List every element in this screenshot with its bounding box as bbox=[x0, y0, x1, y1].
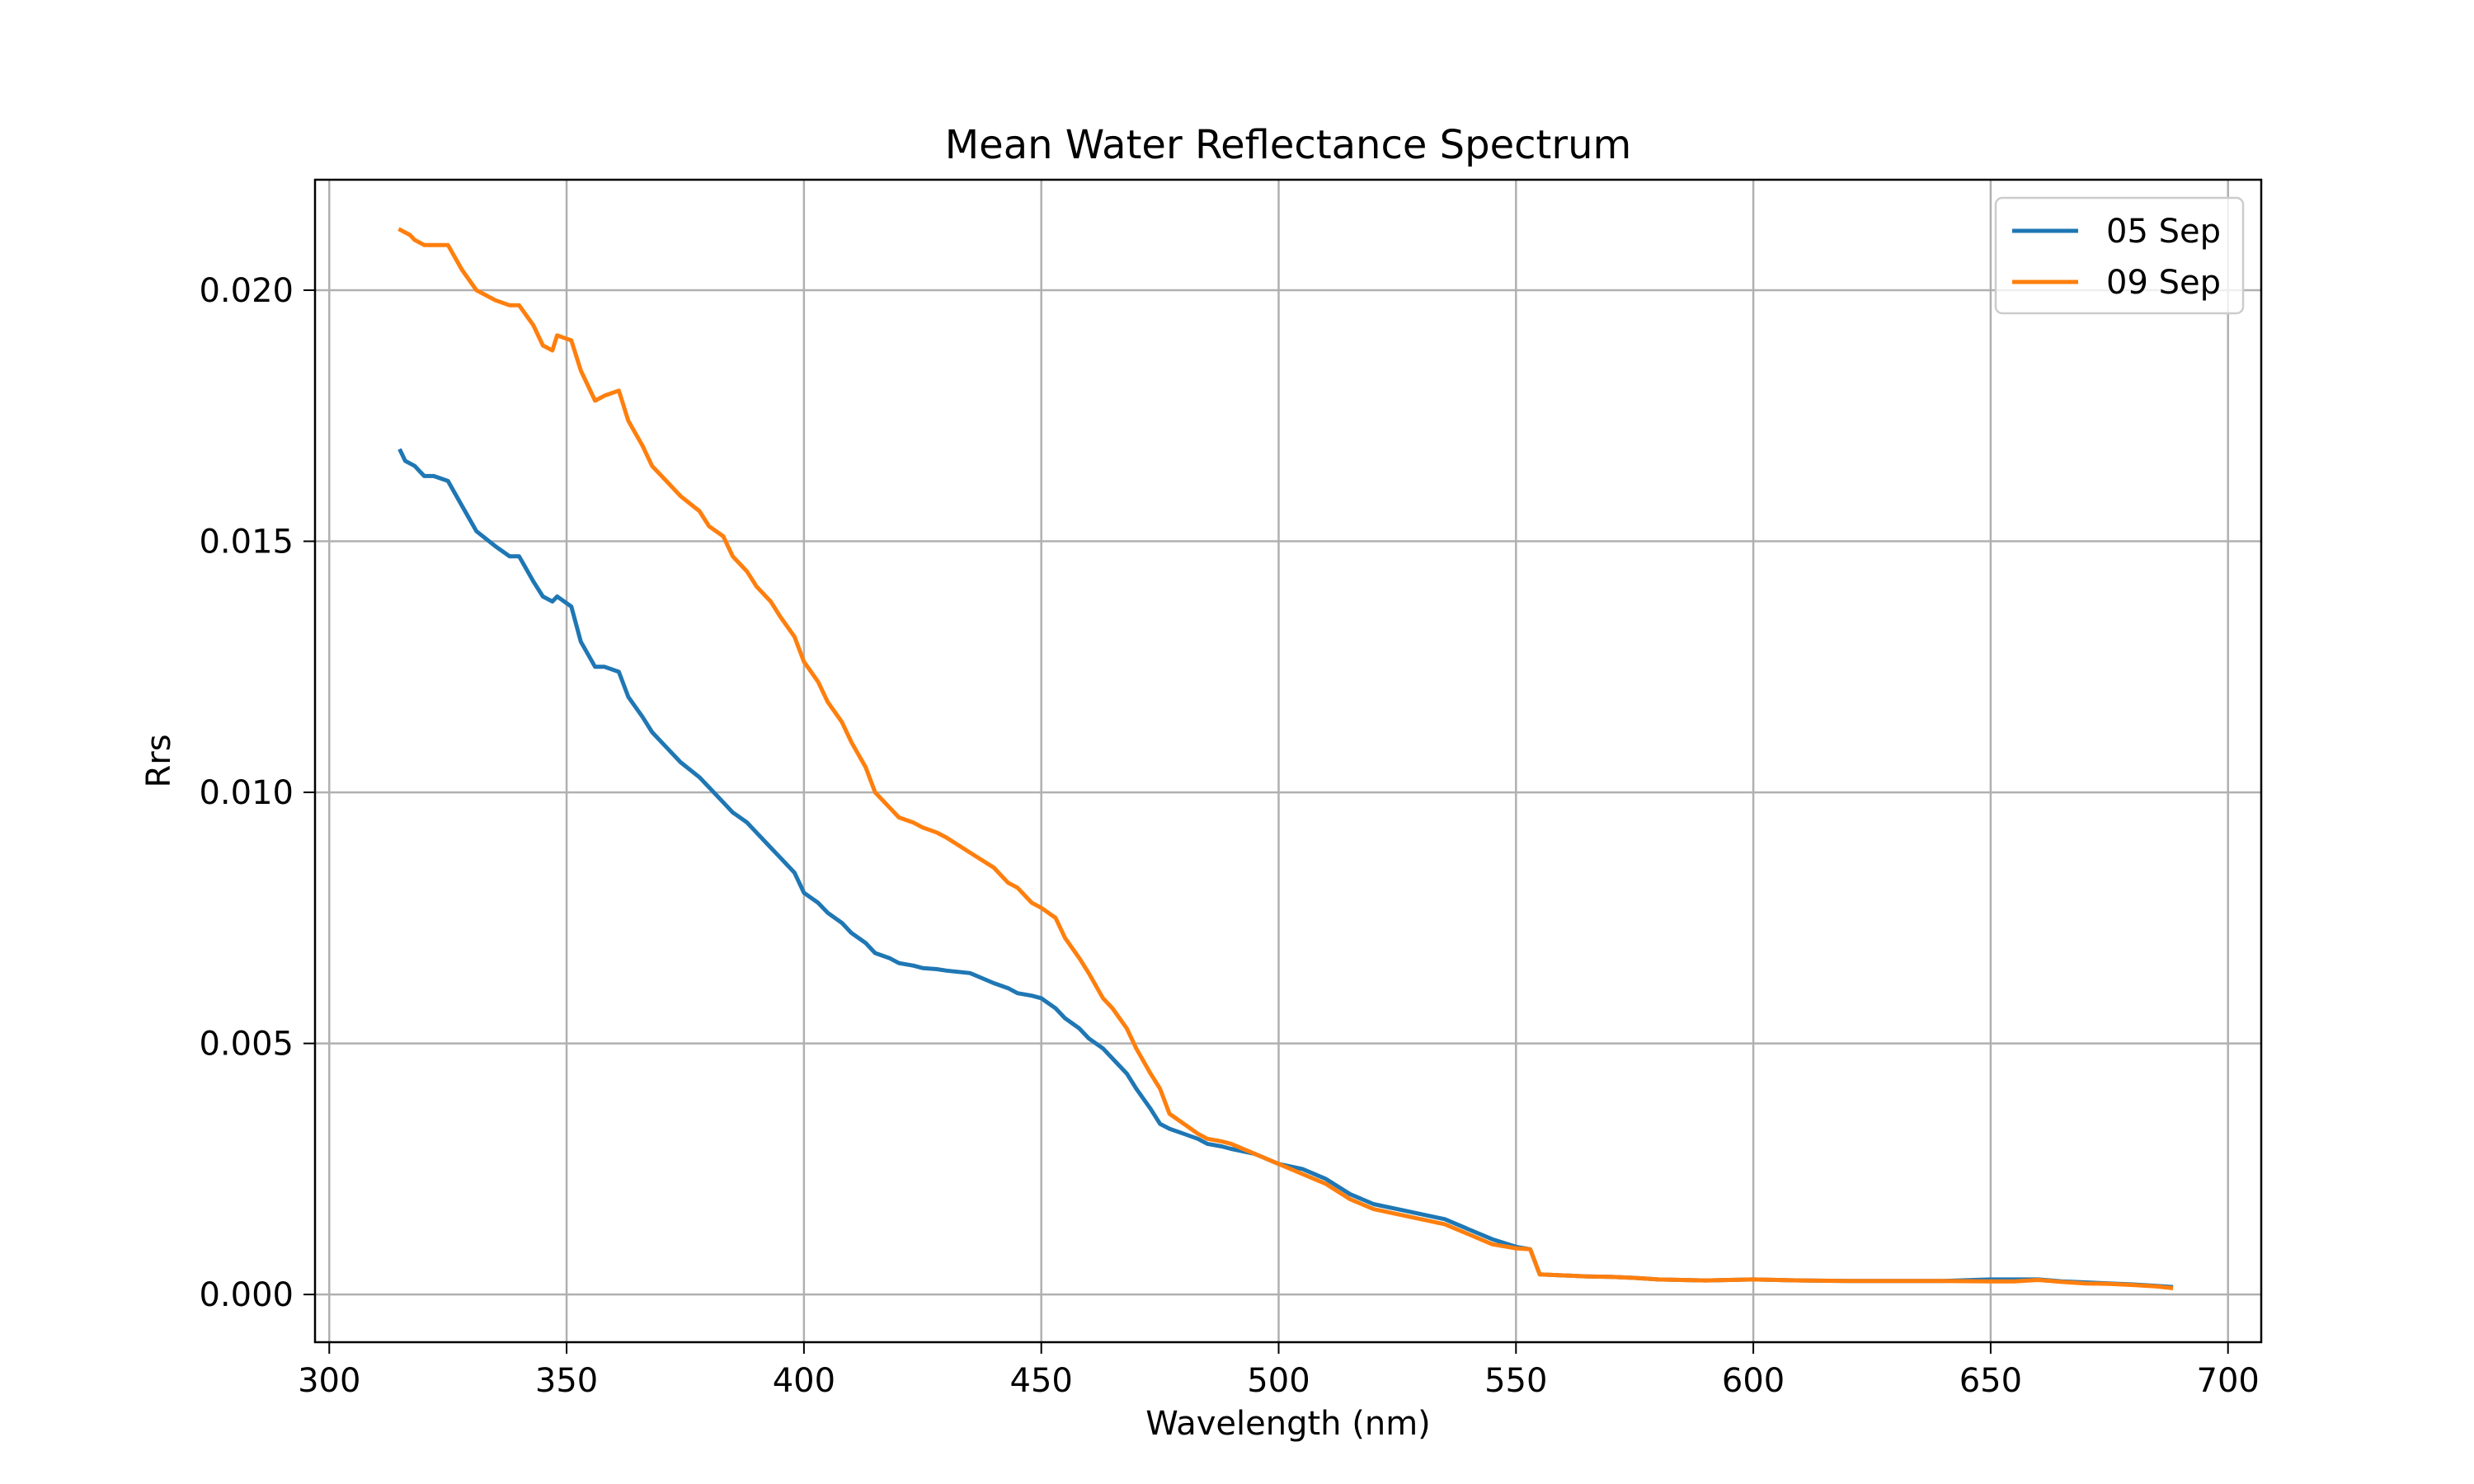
legend-label: 05 Sep bbox=[2106, 213, 2221, 251]
x-tick-label: 500 bbox=[1247, 1362, 1310, 1400]
plot-frame bbox=[313, 178, 2263, 1344]
legend-box bbox=[1994, 196, 2245, 315]
x-tick-label: 550 bbox=[1484, 1362, 1547, 1400]
x-tick-label: 450 bbox=[1010, 1362, 1073, 1400]
x-tick-label: 350 bbox=[535, 1362, 598, 1400]
y-axis-title: Rrs bbox=[140, 734, 178, 787]
series-line-09-sep bbox=[397, 227, 2174, 1290]
y-tick-label: 0.000 bbox=[199, 1276, 294, 1314]
x-tick-label: 700 bbox=[2197, 1362, 2260, 1400]
legend-label: 09 Sep bbox=[2106, 264, 2221, 302]
x-tick-label: 300 bbox=[298, 1362, 360, 1400]
chart-title: Mean Water Reflectance Spectrum bbox=[945, 122, 1632, 168]
grid bbox=[315, 180, 2261, 1342]
x-axis-title: Wavelength (nm) bbox=[1145, 1405, 1431, 1443]
y-tick-label: 0.020 bbox=[199, 272, 294, 310]
y-tick-label: 0.010 bbox=[199, 774, 294, 812]
legend: 05 Sep 09 Sep bbox=[1994, 196, 2245, 315]
y-tick-label: 0.005 bbox=[199, 1026, 294, 1064]
series-layer bbox=[397, 227, 2174, 1290]
x-tick-label: 600 bbox=[1722, 1362, 1785, 1400]
y-tick-label: 0.015 bbox=[199, 524, 294, 561]
ticks: 300 350 400 450 500 550 600 650 700 0.000 0.005 0.0… bbox=[199, 272, 2259, 1400]
x-tick-label: 650 bbox=[1959, 1362, 2022, 1400]
x-tick-label: 400 bbox=[773, 1362, 835, 1400]
